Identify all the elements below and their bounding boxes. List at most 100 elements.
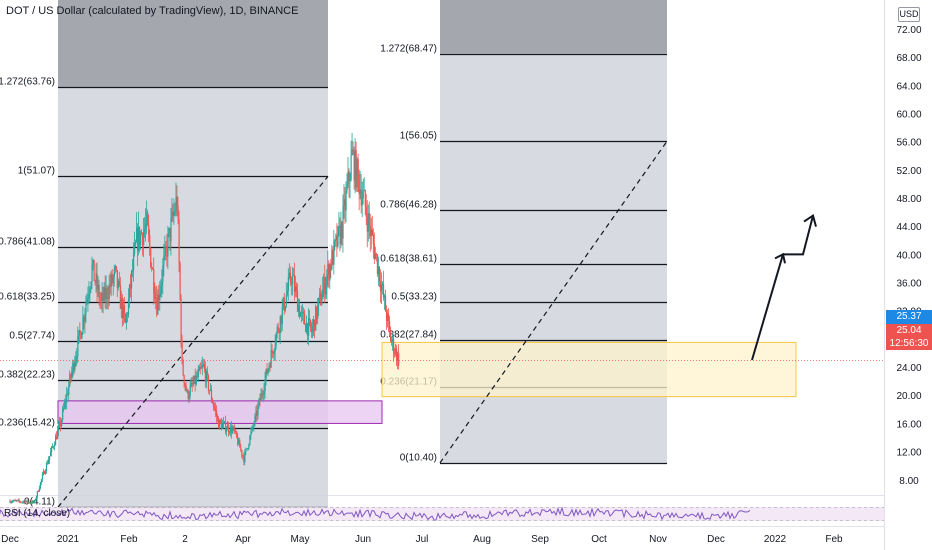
current-price-value: 25.04 xyxy=(896,325,922,336)
candle-body xyxy=(331,249,333,270)
time-axis-label: Jul xyxy=(416,534,429,545)
price-axis-label: 40.00 xyxy=(896,250,921,261)
price-axis-label: 64.00 xyxy=(896,81,921,92)
candle-body xyxy=(320,293,322,305)
fib-shade xyxy=(440,53,667,463)
candle-body xyxy=(329,264,331,281)
candle-body xyxy=(374,253,377,260)
candle-body xyxy=(168,228,170,234)
fib-shade xyxy=(58,86,328,508)
price-axis-label: 68.00 xyxy=(896,53,921,64)
candle-body xyxy=(234,426,236,432)
fib-level-label: 0.236(15.42) xyxy=(0,418,55,429)
candle-body xyxy=(213,406,216,409)
candle-body xyxy=(130,271,133,289)
candle-body xyxy=(293,275,296,292)
candle-body xyxy=(195,376,197,385)
candle-body xyxy=(77,335,79,356)
candle-body xyxy=(310,320,312,329)
candle-body xyxy=(200,367,202,369)
candle-body xyxy=(157,294,159,315)
candle-body xyxy=(140,232,142,245)
candle-body xyxy=(42,471,45,475)
price-axis-label: 24.00 xyxy=(896,363,921,374)
candle-body xyxy=(156,298,158,315)
candle-body xyxy=(64,401,66,408)
candle-body xyxy=(109,284,111,287)
candle-body xyxy=(300,312,303,313)
candle-body xyxy=(96,273,98,290)
candle-body xyxy=(321,299,323,305)
candle-body xyxy=(342,205,344,239)
candle-body xyxy=(28,501,30,503)
candle-body xyxy=(80,332,82,339)
candle-body xyxy=(367,213,369,232)
candle-body xyxy=(368,213,370,226)
fib-trend-line xyxy=(57,175,329,508)
price-axis-label: 44.00 xyxy=(896,222,921,233)
candle-body xyxy=(253,424,255,427)
candle-body xyxy=(349,179,351,182)
candle-body xyxy=(393,338,395,354)
candle-body xyxy=(206,371,209,376)
candle-body xyxy=(286,290,288,296)
candle-body xyxy=(84,313,86,322)
candle-body xyxy=(43,471,46,474)
candle-body xyxy=(69,374,71,386)
candle-body xyxy=(350,155,352,180)
candle-body xyxy=(23,501,25,504)
fib-level-label: 1(51.07) xyxy=(18,166,55,177)
candle-body xyxy=(35,496,38,500)
countdown-timer: 12:56:30 xyxy=(889,338,929,349)
candle-body xyxy=(155,298,157,300)
candle-body xyxy=(246,448,248,450)
candle-body xyxy=(187,390,189,399)
candle-body xyxy=(208,390,211,392)
candle-body xyxy=(104,286,106,300)
candle-body xyxy=(147,212,149,226)
time-axis-label: 2 xyxy=(182,534,188,545)
candle-body xyxy=(58,425,60,431)
candle-body xyxy=(255,410,257,416)
price-axis-label: 16.00 xyxy=(896,419,921,430)
candle-body xyxy=(384,295,387,312)
candle-body xyxy=(327,264,329,276)
candle-body xyxy=(37,491,40,492)
candle-body xyxy=(230,426,232,433)
candle-body xyxy=(313,319,315,327)
price-axis-label: 48.00 xyxy=(896,194,921,205)
candle-body xyxy=(218,420,221,429)
candle-body xyxy=(311,328,313,333)
candle-body xyxy=(303,313,306,325)
candle-body xyxy=(252,426,254,428)
candle-body xyxy=(46,463,49,465)
candle-body xyxy=(95,273,97,283)
candle-body xyxy=(151,267,153,269)
candle-body xyxy=(262,394,264,396)
candle-body xyxy=(52,446,54,448)
candle-body xyxy=(10,501,12,503)
candle-body xyxy=(110,274,112,287)
candle-body xyxy=(362,191,364,199)
candle-body xyxy=(106,288,108,299)
candle-body xyxy=(377,266,380,275)
time-axis-label: 2022 xyxy=(764,534,787,545)
candle-body xyxy=(93,259,95,281)
candle-body xyxy=(227,425,229,430)
candle-body xyxy=(128,284,131,299)
candle-body xyxy=(214,408,217,411)
candle-body xyxy=(154,292,156,300)
candle-body xyxy=(394,353,396,355)
candle-body xyxy=(352,149,354,152)
candle-body xyxy=(21,501,23,503)
candle-body xyxy=(116,270,118,288)
currency-button[interactable]: USD xyxy=(898,7,920,22)
candle-body xyxy=(324,276,326,295)
time-axis-label: Feb xyxy=(120,534,138,545)
candle-body xyxy=(202,364,204,366)
candle-body xyxy=(289,272,292,283)
candle-body xyxy=(120,298,123,309)
candle-body xyxy=(365,206,367,217)
candle-body xyxy=(314,319,316,331)
